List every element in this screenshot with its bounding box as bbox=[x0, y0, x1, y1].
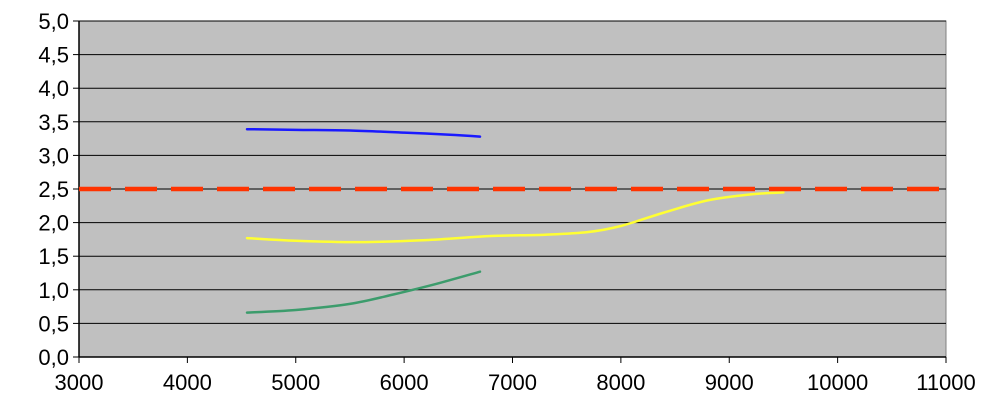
y-tick-label: 0,5 bbox=[38, 311, 69, 336]
series-line-3 bbox=[245, 270, 482, 314]
y-tick-labels: 0,0 0,5 1,0 1,5 2,0 2,5 3,0 3,5 4,0 4,5 5,0 bbox=[38, 9, 69, 370]
x-tick-label: 10000 bbox=[807, 370, 868, 395]
series-lines bbox=[79, 127, 946, 314]
x-tick-labels: 3000 4000 5000 6000 7000 8000 9000 10000 11000 bbox=[55, 370, 976, 395]
y-tick-label: 4,0 bbox=[38, 76, 69, 101]
y-tick-label: 2,0 bbox=[38, 211, 69, 236]
x-tick-label: 7000 bbox=[488, 370, 537, 395]
x-tick-label: 8000 bbox=[596, 370, 645, 395]
series-line-1 bbox=[245, 127, 482, 138]
y-tick-label: 3,5 bbox=[38, 110, 69, 135]
y-tick-label: 0,0 bbox=[38, 345, 69, 370]
y-tick-label: 1,0 bbox=[38, 278, 69, 303]
y-tick-label: 3,0 bbox=[38, 143, 69, 168]
x-tick-label: 9000 bbox=[705, 370, 754, 395]
x-tick-label: 11000 bbox=[916, 370, 976, 395]
x-tick-label: 6000 bbox=[380, 370, 429, 395]
series-line-2 bbox=[245, 191, 785, 244]
y-tick-label: 5,0 bbox=[38, 9, 69, 34]
y-tick-label: 1,5 bbox=[38, 244, 69, 269]
y-tick-label: 4,5 bbox=[38, 43, 69, 68]
y-tick-label: 2,5 bbox=[38, 177, 69, 202]
x-tick-label: 4000 bbox=[163, 370, 212, 395]
x-tick-label: 5000 bbox=[271, 370, 320, 395]
gridlines bbox=[79, 20, 946, 324]
x-tick-label: 3000 bbox=[55, 370, 104, 395]
